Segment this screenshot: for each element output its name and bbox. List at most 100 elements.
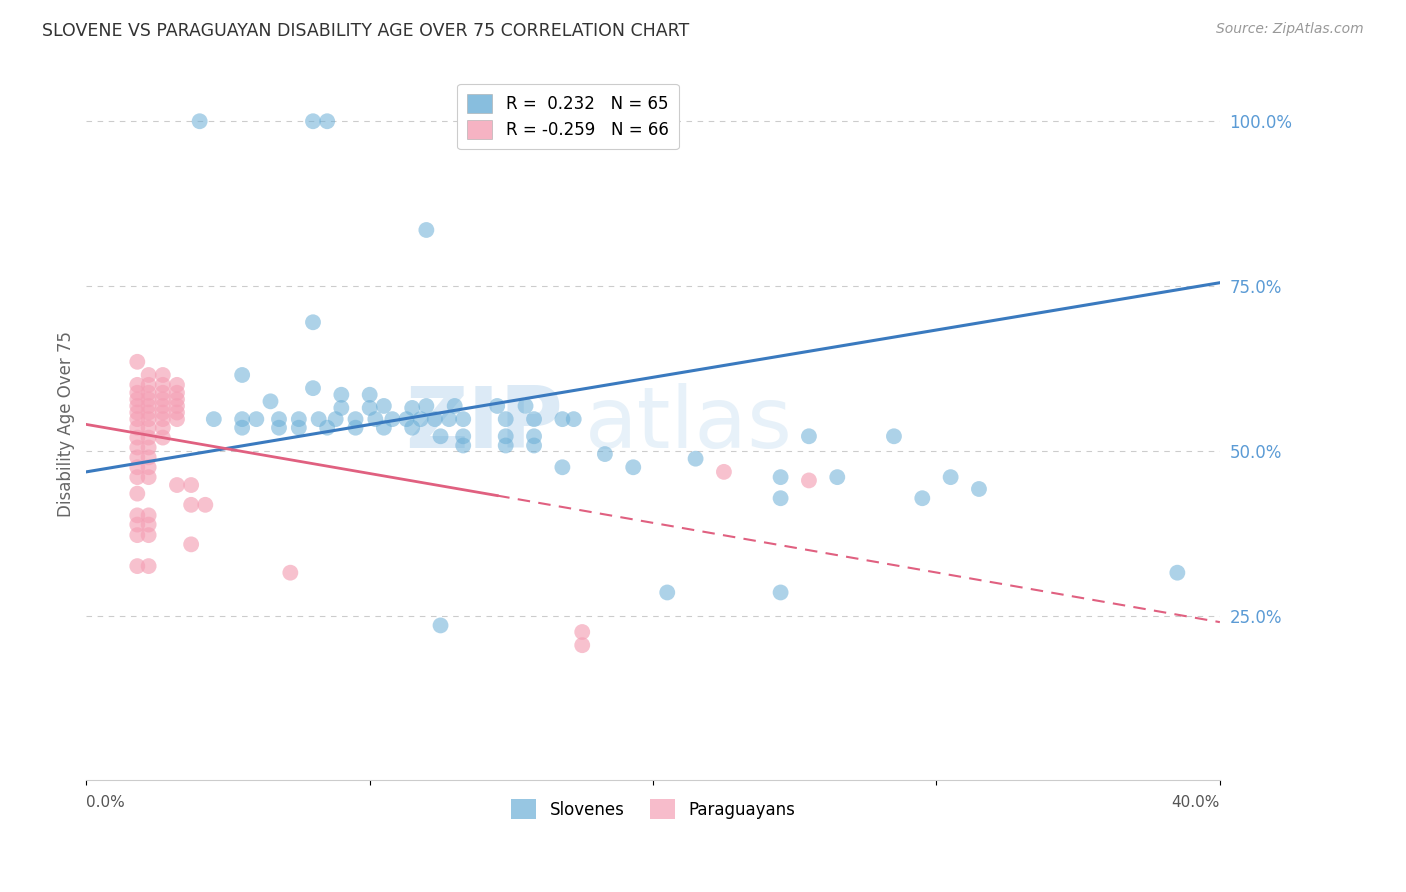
Point xyxy=(267,412,290,426)
Point xyxy=(152,377,174,392)
Point xyxy=(166,392,188,407)
Point xyxy=(451,412,474,426)
Point xyxy=(152,368,174,382)
Text: ZIP: ZIP xyxy=(405,383,562,466)
Point xyxy=(827,470,849,484)
Point xyxy=(138,508,160,523)
Point xyxy=(138,450,160,465)
Point xyxy=(138,399,160,413)
Point xyxy=(551,460,574,475)
Point xyxy=(1223,566,1246,580)
Point xyxy=(911,491,934,506)
Point xyxy=(967,482,990,496)
Point xyxy=(138,460,160,475)
Legend: Slovenes, Paraguayans: Slovenes, Paraguayans xyxy=(505,793,801,825)
Point xyxy=(127,355,149,369)
Point xyxy=(127,431,149,445)
Point xyxy=(344,412,367,426)
Point xyxy=(523,429,546,443)
Point xyxy=(152,431,174,445)
Point xyxy=(259,394,281,409)
Point xyxy=(302,114,325,128)
Point xyxy=(381,412,404,426)
Point xyxy=(138,405,160,419)
Point xyxy=(302,315,325,329)
Point xyxy=(308,412,330,426)
Point xyxy=(288,412,311,426)
Point xyxy=(180,537,202,551)
Point xyxy=(325,412,347,426)
Point xyxy=(152,399,174,413)
Point xyxy=(330,401,353,415)
Point xyxy=(138,368,160,382)
Point xyxy=(127,412,149,426)
Point xyxy=(138,441,160,455)
Point xyxy=(127,517,149,532)
Point xyxy=(138,385,160,400)
Point xyxy=(188,114,211,128)
Point xyxy=(138,420,160,434)
Point xyxy=(316,420,339,434)
Point xyxy=(523,412,546,426)
Point xyxy=(451,429,474,443)
Point xyxy=(288,420,311,434)
Point xyxy=(429,429,451,443)
Point xyxy=(152,385,174,400)
Point xyxy=(138,392,160,407)
Point xyxy=(451,438,474,452)
Point xyxy=(166,478,188,492)
Point xyxy=(127,377,149,392)
Point xyxy=(373,399,395,413)
Point xyxy=(1166,566,1188,580)
Point xyxy=(231,420,253,434)
Point xyxy=(769,585,792,599)
Point xyxy=(495,412,517,426)
Point xyxy=(423,412,446,426)
Point xyxy=(364,412,387,426)
Point xyxy=(138,412,160,426)
Point xyxy=(344,420,367,434)
Point xyxy=(571,638,593,652)
Point xyxy=(138,470,160,484)
Point xyxy=(486,399,509,413)
Point xyxy=(152,412,174,426)
Point xyxy=(166,385,188,400)
Point xyxy=(495,438,517,452)
Point xyxy=(127,460,149,475)
Point xyxy=(443,399,465,413)
Point xyxy=(127,528,149,542)
Point xyxy=(166,377,188,392)
Point xyxy=(127,399,149,413)
Point xyxy=(613,114,636,128)
Point xyxy=(769,470,792,484)
Point xyxy=(883,429,905,443)
Point xyxy=(939,470,962,484)
Point xyxy=(127,486,149,500)
Point xyxy=(152,420,174,434)
Point xyxy=(571,625,593,640)
Point xyxy=(769,491,792,506)
Text: 0.0%: 0.0% xyxy=(86,795,125,810)
Point xyxy=(180,498,202,512)
Point xyxy=(551,412,574,426)
Point xyxy=(523,438,546,452)
Point xyxy=(180,478,202,492)
Point xyxy=(302,381,325,395)
Point xyxy=(797,429,820,443)
Point xyxy=(330,388,353,402)
Text: 40.0%: 40.0% xyxy=(1171,795,1220,810)
Point xyxy=(685,451,707,466)
Point xyxy=(166,412,188,426)
Point xyxy=(127,405,149,419)
Point xyxy=(409,412,432,426)
Point xyxy=(713,465,735,479)
Point xyxy=(152,392,174,407)
Point xyxy=(278,566,301,580)
Point xyxy=(127,508,149,523)
Point xyxy=(316,114,339,128)
Point xyxy=(202,412,225,426)
Point xyxy=(797,474,820,488)
Text: Source: ZipAtlas.com: Source: ZipAtlas.com xyxy=(1216,22,1364,37)
Point xyxy=(138,528,160,542)
Point xyxy=(415,399,437,413)
